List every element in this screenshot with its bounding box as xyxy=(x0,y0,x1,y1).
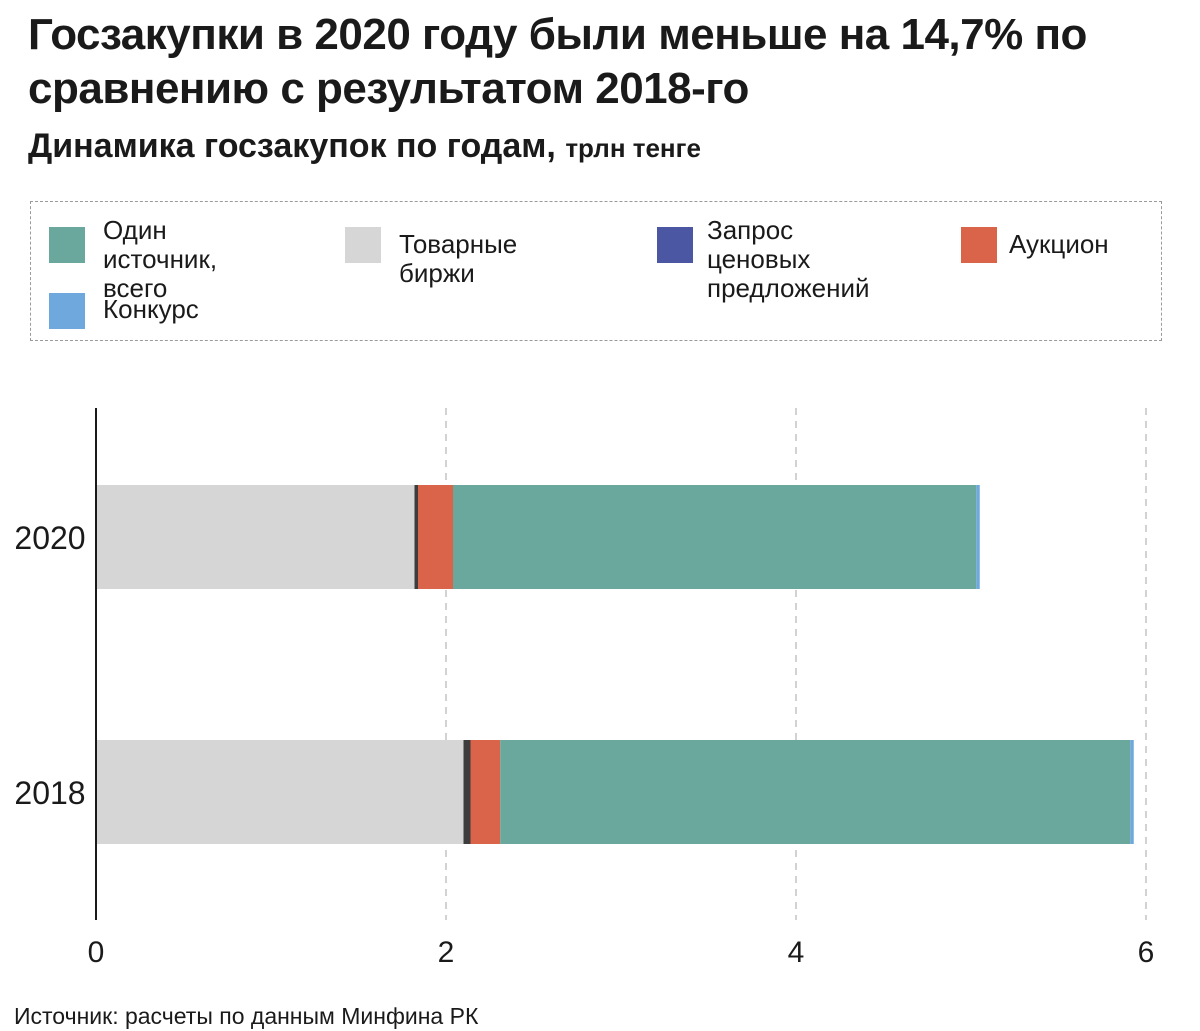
bars xyxy=(96,485,1134,844)
bar-2018-segment-3 xyxy=(500,740,1131,844)
subtitle-unit: трлн тенге xyxy=(565,133,701,163)
chart-subtitle: Динамика госзакупок по годам, трлн тенге xyxy=(28,124,701,170)
legend-swatch-auction xyxy=(961,227,997,263)
source-note: Источник: расчеты по данным Минфина РК xyxy=(14,1003,479,1029)
x-tick-label-2: 2 xyxy=(438,936,455,969)
legend-label-single-source: Один источник, всего xyxy=(103,215,218,303)
legend-label-commodity-exchange: Товарные биржи xyxy=(399,229,518,288)
legend-swatch-price-request xyxy=(657,227,693,263)
x-tick-labels: 0 2 4 6 xyxy=(88,936,1155,969)
bar-2020-segment-3 xyxy=(453,485,977,589)
category-label-2018: 2018 xyxy=(14,775,85,811)
bar-2018-segment-4 xyxy=(1130,740,1134,844)
bar-2020-segment-4 xyxy=(976,485,980,589)
bar-2020-segment-1 xyxy=(414,485,418,589)
category-label-2020: 2020 xyxy=(14,520,85,556)
legend-label-auction: Аукцион xyxy=(1009,229,1109,259)
legend-label-price-request: Запрос ценовых предложений xyxy=(707,215,870,303)
bar-2020-segment-0 xyxy=(96,485,415,589)
x-tick-label-4: 4 xyxy=(788,936,805,969)
bar-2018-segment-2 xyxy=(470,740,501,844)
bar-2018-segment-0 xyxy=(96,740,464,844)
bar-chart: 2020 2018 0 2 4 6 xyxy=(14,408,1155,969)
category-labels: 2020 2018 xyxy=(14,520,85,811)
chart-title: Госзакупки в 2020 году были меньше на 14… xyxy=(28,10,1087,113)
bar-2018-segment-1 xyxy=(463,740,471,844)
legend-label-tender: Конкурс xyxy=(103,294,199,324)
x-tick-label-6: 6 xyxy=(1138,936,1155,969)
legend-swatch-tender xyxy=(49,293,85,329)
subtitle-text: Динамика госзакупок по годам, xyxy=(28,127,556,165)
legend-swatch-commodity-exchange xyxy=(345,227,381,263)
bar-2020-segment-2 xyxy=(418,485,453,589)
x-tick-label-0: 0 xyxy=(88,936,105,969)
legend-swatch-single-source xyxy=(49,227,85,263)
legend: Один источник, всего Товарные биржи Запр… xyxy=(30,201,1162,341)
